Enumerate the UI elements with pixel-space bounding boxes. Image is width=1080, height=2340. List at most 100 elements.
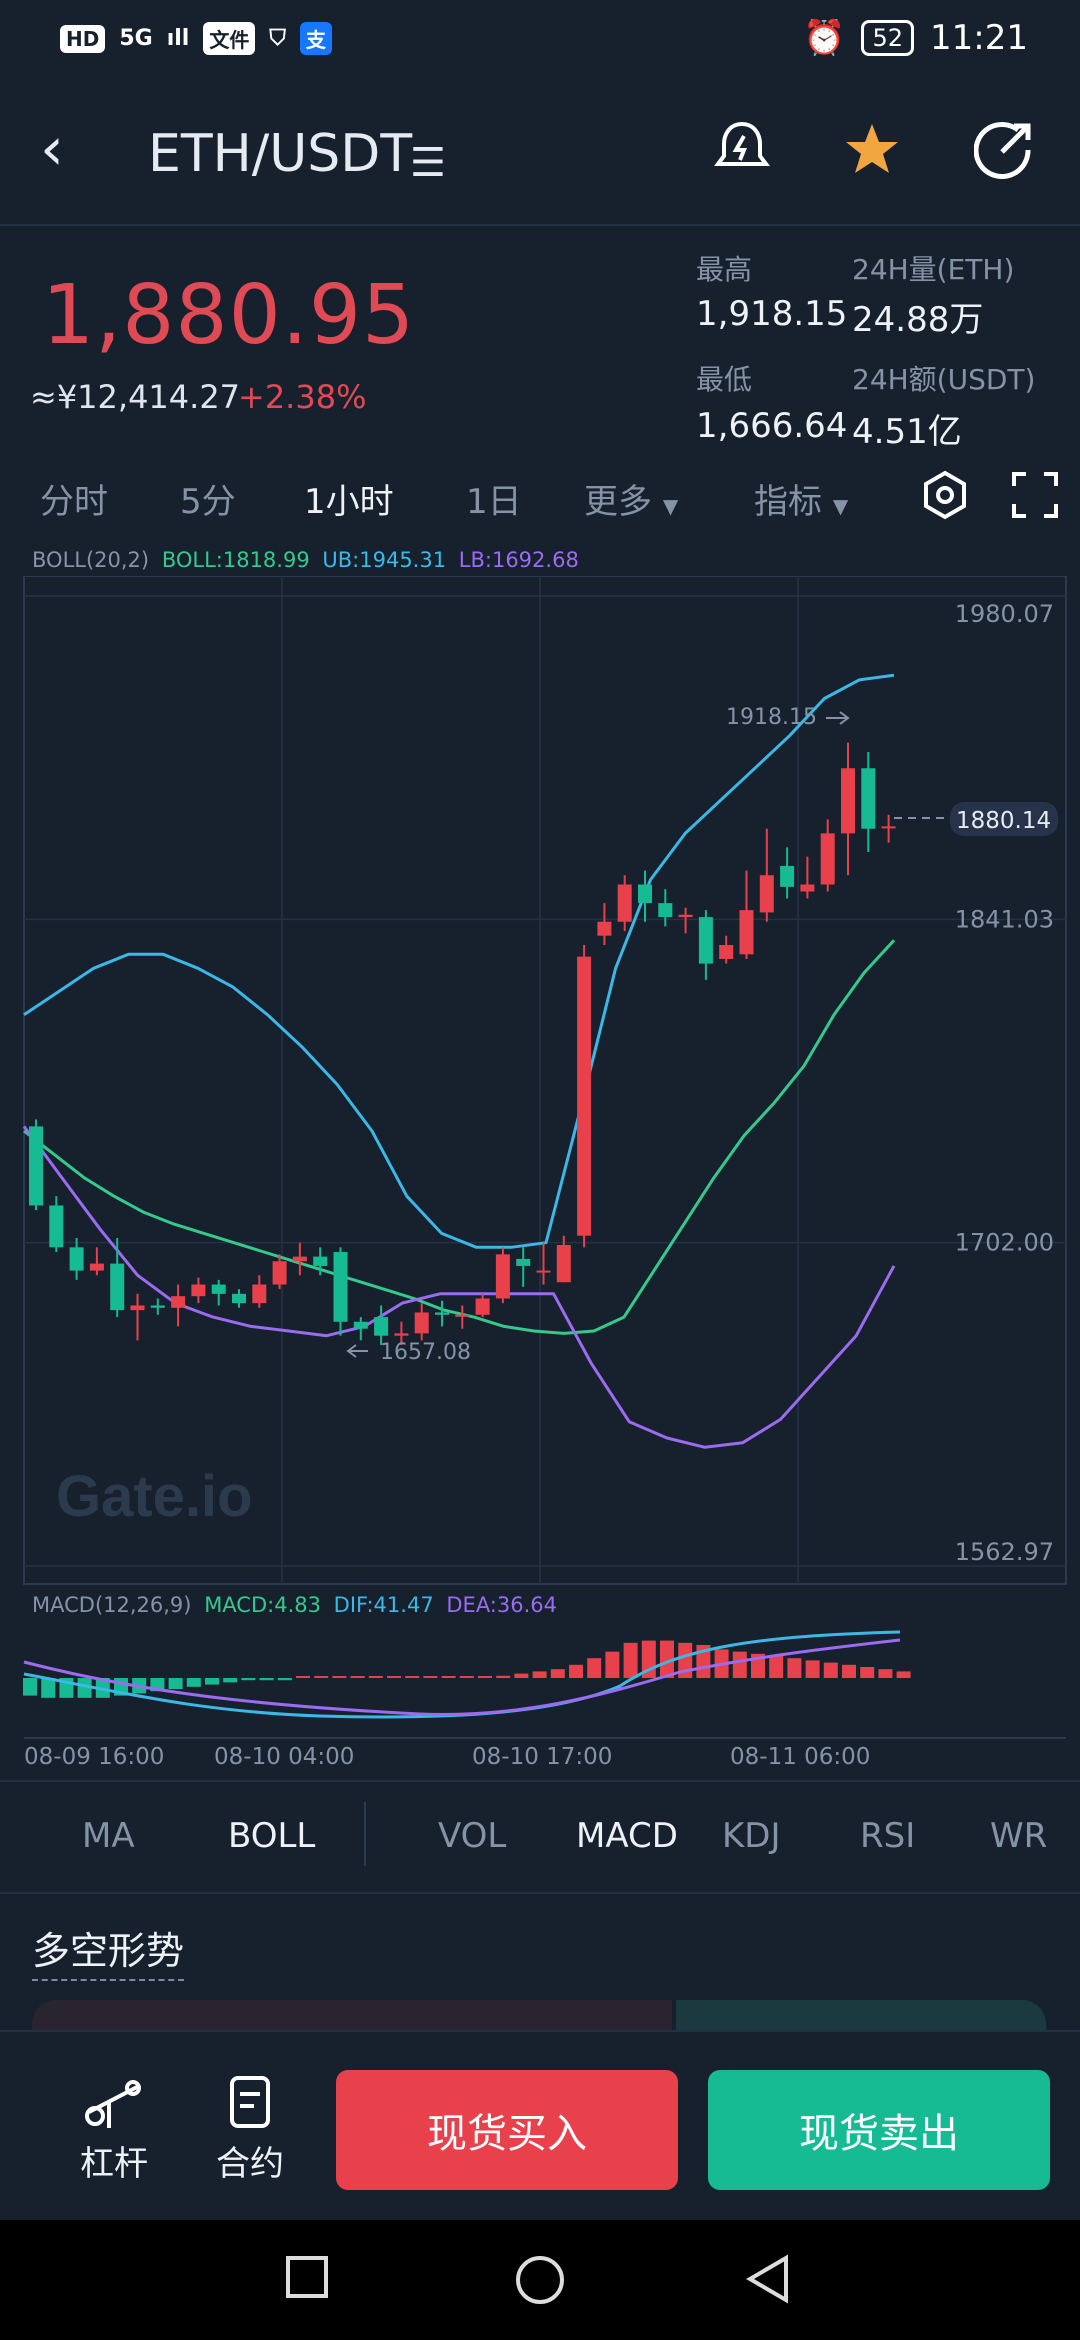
amount-value: 4.51亿	[852, 412, 962, 452]
candle-body	[252, 1284, 267, 1304]
tab-1day[interactable]: 1日	[466, 482, 522, 522]
macd-bar	[350, 1676, 365, 1678]
boll-mid-line	[23, 939, 896, 1335]
spot-sell-button[interactable]: 现货卖出	[708, 2070, 1050, 2190]
macd-bar	[787, 1658, 802, 1678]
macd-bar	[41, 1678, 56, 1698]
tab-kdj[interactable]: KDJ	[722, 1816, 781, 1856]
list-icon[interactable]: ☰	[410, 140, 446, 186]
indicator-tabs: MA BOLL VOL MACD KDJ RSI WR	[0, 1780, 1080, 1894]
boll-legend-lb: LB:1692.68	[458, 548, 579, 572]
volume-label: 24H量(ETH)	[852, 253, 1015, 286]
y-axis-ticks: 1980.07 1841.03 1702.00 1562.97	[955, 600, 1054, 1566]
tab-indicators[interactable]: 指标 ▼	[754, 474, 848, 523]
battery-indicator: 52	[861, 20, 915, 56]
candle-body	[678, 914, 693, 918]
status-icons-right: ⏰ 52 11:21	[803, 18, 1028, 58]
share-icon[interactable]	[973, 120, 1034, 194]
candle-body	[861, 768, 876, 829]
alarm-icon: ⏰	[803, 18, 846, 58]
macd-bar	[168, 1678, 183, 1689]
y-tick-label: 1562.97	[955, 1538, 1054, 1566]
macd-bar	[860, 1667, 875, 1678]
star-icon[interactable]	[842, 120, 902, 194]
candle-body	[719, 945, 734, 959]
candle-body	[49, 1205, 64, 1248]
candle-body	[292, 1256, 307, 1262]
last-price: 1,880.95	[42, 268, 416, 363]
macd-bar	[186, 1678, 201, 1687]
macd-bar	[587, 1658, 602, 1678]
chevron-left-icon[interactable]: ‹	[40, 114, 64, 184]
chart-border	[23, 576, 1067, 1585]
macd-bar	[332, 1676, 347, 1678]
chart-grid	[24, 576, 1066, 1584]
macd-bar	[769, 1656, 784, 1678]
tab-wr[interactable]: WR	[990, 1816, 1048, 1856]
macd-bar	[241, 1678, 256, 1681]
shield-icon: ⛉	[269, 26, 286, 51]
tab-more[interactable]: 更多 ▼	[584, 474, 678, 523]
macd-bar	[605, 1651, 620, 1678]
scale-icon	[64, 2072, 164, 2136]
tab-rsi[interactable]: RSI	[860, 1816, 916, 1856]
contract-label: 合约	[216, 2144, 284, 2184]
candlestick-chart[interactable]: Gate.io 1980.07 1841.03 1702.00 1562.97 191…	[0, 576, 1080, 1586]
status-bar: HD 5G ıll 文件 ⛉ 支 ⏰ 52 11:21	[0, 0, 1080, 80]
fullscreen-icon[interactable]	[1012, 472, 1058, 527]
macd-bar	[459, 1676, 474, 1678]
leverage-button[interactable]: 杠杆	[64, 2072, 164, 2185]
boll-legend: BOLL(20,2) BOLL:1818.99 UB:1945.31 LB:16…	[32, 548, 579, 572]
candle-body	[881, 826, 896, 829]
tab-1hour[interactable]: 1小时	[304, 482, 394, 522]
macd-bar	[514, 1673, 529, 1678]
tab-macd[interactable]: MACD	[576, 1816, 678, 1856]
status-icons-left: HD 5G ıll 文件 ⛉ 支	[60, 22, 332, 55]
price-change: +2.38%	[238, 378, 367, 416]
candle-body	[536, 1270, 551, 1273]
tab-separator	[364, 1802, 366, 1866]
low-marker: 1657.08	[346, 1340, 471, 1365]
hd-indicator: HD	[60, 24, 106, 53]
hexagon-gear-icon[interactable]	[920, 470, 970, 529]
macd-bar	[23, 1678, 37, 1696]
candle-body	[495, 1254, 510, 1299]
last-price-line: 1880.14	[894, 802, 1058, 836]
macd-bar	[660, 1640, 674, 1678]
long-short-title: 多空形势	[32, 1920, 185, 1981]
tab-more-label: 更多	[584, 482, 652, 522]
leverage-label: 杠杆	[80, 2144, 148, 2184]
recent-apps-icon[interactable]	[284, 2254, 330, 2312]
tab-vol[interactable]: VOL	[438, 1816, 507, 1856]
short-bar	[676, 2000, 1046, 2030]
watermark: Gate.io	[56, 1464, 253, 1529]
low-value: 1,666.64	[696, 406, 848, 446]
tab-timeline[interactable]: 分时	[40, 482, 108, 522]
candle-body	[617, 884, 632, 922]
candle-body	[820, 833, 835, 885]
contract-button[interactable]: 合约	[200, 2072, 300, 2185]
macd-bar	[423, 1676, 438, 1678]
tab-boll[interactable]: BOLL	[228, 1816, 316, 1856]
signal-icon: ıll	[166, 26, 190, 51]
macd-legend-macd: MACD:4.83	[204, 1593, 321, 1617]
pair-title[interactable]: ETH/USDT	[148, 124, 413, 184]
x-axis-labels: 08-09 16:00 08-10 04:00 08-10 17:00 08-1…	[0, 1744, 1080, 1780]
macd-legend-dif: DIF:41.47	[333, 1593, 434, 1617]
macd-bar	[368, 1676, 383, 1678]
tab-ma[interactable]: MA	[82, 1816, 135, 1856]
volume-value: 24.88万	[852, 300, 984, 340]
candle-body	[597, 921, 612, 936]
macd-bar	[878, 1669, 893, 1678]
header-divider	[0, 224, 1080, 226]
boll-upper-line	[23, 673, 895, 1249]
macd-bar	[277, 1678, 292, 1681]
tab-5min[interactable]: 5分	[180, 482, 236, 522]
bell-lightning-icon[interactable]	[710, 116, 774, 194]
boll-lower-line	[22, 1125, 896, 1449]
spot-buy-button[interactable]: 现货买入	[336, 2070, 678, 2190]
candle-body	[130, 1305, 145, 1311]
back-icon[interactable]	[744, 2254, 794, 2316]
home-icon[interactable]	[514, 2254, 566, 2318]
macd-chart[interactable]	[0, 1616, 1080, 1740]
